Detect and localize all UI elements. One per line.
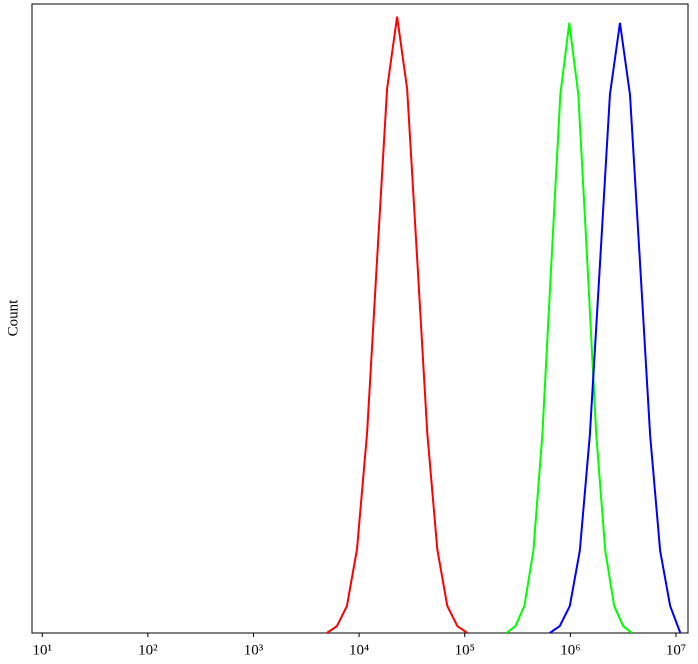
x-tick-label: 10⁷ [666, 642, 686, 658]
histogram-curve [326, 16, 468, 633]
plot-frame [31, 3, 689, 634]
histogram-curve [549, 22, 682, 633]
x-tick-label: 10² [138, 642, 158, 658]
x-tick-label: 10⁴ [349, 642, 369, 658]
y-axis-label: Count [5, 299, 21, 337]
x-tick-label: 10⁶ [560, 642, 580, 658]
x-tick-label: 10⁵ [455, 642, 475, 658]
x-tick-label: 10¹ [32, 642, 52, 658]
x-tick-label: 10³ [244, 642, 264, 658]
histogram-curve [505, 22, 633, 633]
plot-area [326, 16, 682, 633]
